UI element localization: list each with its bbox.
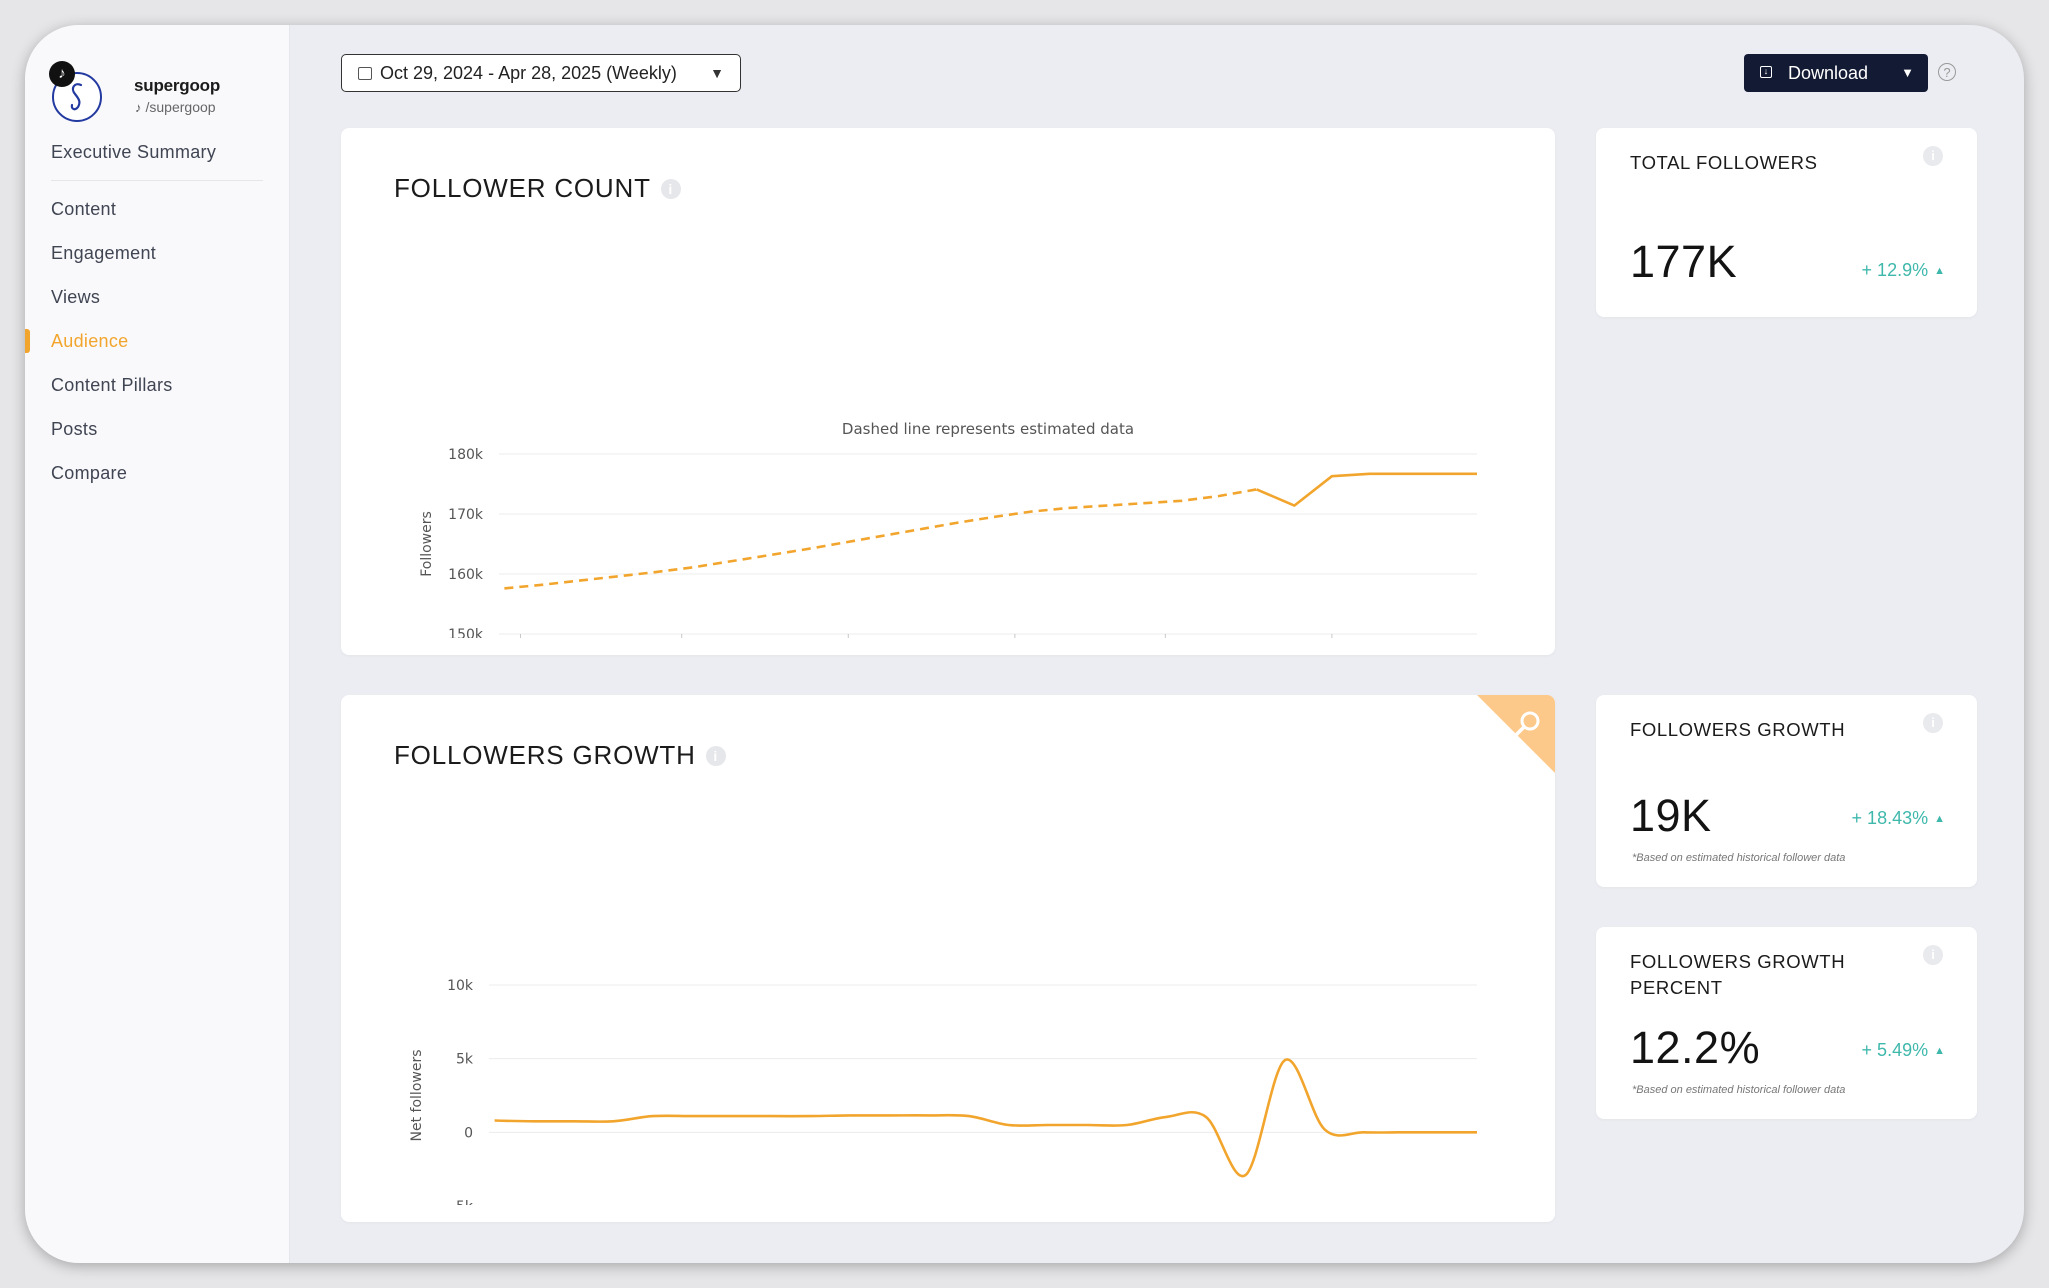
- stat-title: TOTAL FOLLOWERS: [1630, 152, 1818, 173]
- chevron-down-icon: ▼: [710, 65, 724, 81]
- follower-count-card: FOLLOWER COUNT i Dashed line represents e…: [341, 128, 1555, 655]
- stat-delta: + 5.49% ▲: [1862, 1040, 1945, 1061]
- profile-name: supergoop: [134, 76, 221, 95]
- y-tick-label: 170k: [448, 507, 484, 523]
- arrow-up-icon: ▲: [1934, 265, 1945, 277]
- brand-logo-icon: [70, 83, 83, 111]
- sidebar-item-views[interactable]: Views: [51, 287, 101, 307]
- sidebar-item-content[interactable]: Content: [51, 199, 117, 219]
- series-line-0: [504, 488, 1257, 590]
- profile-handle: ♪/supergoop: [135, 99, 216, 115]
- follower-count-title: FOLLOWER COUNT i: [394, 173, 681, 204]
- series-line-0: [494, 1058, 1477, 1178]
- info-icon[interactable]: i: [660, 179, 681, 199]
- y-tick-label: 180k: [448, 447, 484, 463]
- stat-value: 12.2%: [1630, 1022, 1761, 1073]
- y-axis-label: Net followers: [409, 1050, 425, 1142]
- download-icon: ↓: [1760, 66, 1772, 78]
- follower-count-title-text: FOLLOWER COUNT: [394, 173, 651, 203]
- stat-delta-text: + 18.43%: [1851, 808, 1929, 828]
- tiktok-icon: ♪: [49, 61, 75, 87]
- y-axis-label: Followers: [419, 511, 435, 577]
- stat-value: 177K: [1630, 236, 1738, 287]
- sidebar-item-compare[interactable]: Compare: [51, 463, 128, 483]
- y-tick-label: 160k: [448, 567, 484, 583]
- sidebar-item-engagement[interactable]: Engagement: [51, 243, 157, 263]
- followers-growth-card: FOLLOWERS GROWTH i −5k 0 5k 10k Net followers…: [341, 695, 1555, 1222]
- tiktok-small-icon: ♪: [135, 100, 142, 115]
- date-range-label: Oct 29, 2024 - Apr 28, 2025 (Weekly): [380, 63, 677, 83]
- stat-title: FOLLOWERS GROWTH: [1630, 719, 1846, 740]
- stat-value: 19K: [1630, 790, 1712, 841]
- info-icon[interactable]: i: [705, 746, 726, 766]
- download-button[interactable]: ↓ Download ▼: [1744, 54, 1928, 92]
- y-tick-label: 0: [464, 1125, 473, 1141]
- profile-handle-text: /supergoop: [145, 99, 216, 115]
- profile-header[interactable]: ♪ supergoop ♪/supergoop: [49, 49, 279, 139]
- sidebar-nav: Executive Summary Content Engagement Vie…: [25, 130, 289, 495]
- followers-growth-percent-card: FOLLOWERS GROWTH PERCENT i 12.2% + 5.49%…: [1596, 927, 1977, 1119]
- chart-note: Dashed line represents estimated data: [842, 420, 1134, 438]
- stat-note: *Based on estimated historical follower …: [1632, 852, 1846, 864]
- arrow-up-icon: ▲: [1934, 813, 1945, 825]
- y-tick-label: −5k: [444, 1199, 474, 1205]
- stat-delta: + 12.9% ▲: [1862, 260, 1945, 281]
- followers-growth-chart: −5k05k10kNet followersDec '24Jan '25Feb …: [409, 978, 1477, 1205]
- y-tick-label: 10k: [447, 978, 474, 994]
- calendar-icon: [358, 67, 372, 80]
- sidebar-item-audience[interactable]: Audience: [25, 319, 289, 363]
- sidebar-item-posts[interactable]: Posts: [51, 419, 98, 439]
- series-line-1: [1256, 472, 1477, 507]
- stat-title: FOLLOWERS GROWTH PERCENT: [1630, 951, 1846, 998]
- info-icon[interactable]: i: [1923, 146, 1943, 166]
- zoom-icon[interactable]: [1477, 695, 1555, 773]
- arrow-up-icon: ▲: [1934, 1045, 1945, 1057]
- nav-divider: [51, 180, 263, 181]
- y-tick-label: 150k: [448, 627, 484, 638]
- followers-growth-title: FOLLOWERS GROWTH i: [394, 740, 726, 771]
- info-icon[interactable]: i: [1923, 713, 1943, 733]
- download-label: Download: [1788, 63, 1869, 83]
- stat-delta-text: + 12.9%: [1861, 260, 1929, 280]
- followers-growth-title-text: FOLLOWERS GROWTH: [394, 740, 696, 770]
- stat-note: *Based on estimated historical follower …: [1632, 1084, 1846, 1096]
- sidebar: ♪ supergoop ♪/supergoop Executive Summar…: [25, 25, 290, 1263]
- y-tick-label: 5k: [456, 1052, 474, 1068]
- sidebar-item-content-pillars[interactable]: Content Pillars: [51, 375, 173, 395]
- info-icon[interactable]: i: [1923, 945, 1943, 965]
- download-dropdown-icon[interactable]: ▼: [1901, 65, 1914, 80]
- followers-growth-stat-card: FOLLOWERS GROWTH i 19K + 18.43% ▲ *Based …: [1596, 695, 1977, 887]
- stat-delta-text: + 5.49%: [1861, 1040, 1929, 1060]
- app-window: ♪ supergoop ♪/supergoop Executive Summar…: [25, 25, 2024, 1263]
- zoom-corner-graphic: [1477, 695, 1555, 773]
- total-followers-card: TOTAL FOLLOWERS i 177K + 12.9% ▲: [1596, 128, 1977, 317]
- help-icon[interactable]: ?: [1938, 63, 1956, 81]
- date-range-select[interactable]: Oct 29, 2024 - Apr 28, 2025 (Weekly) ▼: [341, 54, 741, 92]
- follower-count-chart: Dashed line represents estimated data 150…: [419, 420, 1477, 638]
- sidebar-item-executive-summary[interactable]: Executive Summary: [51, 142, 217, 162]
- stat-delta: + 18.43% ▲: [1852, 808, 1945, 829]
